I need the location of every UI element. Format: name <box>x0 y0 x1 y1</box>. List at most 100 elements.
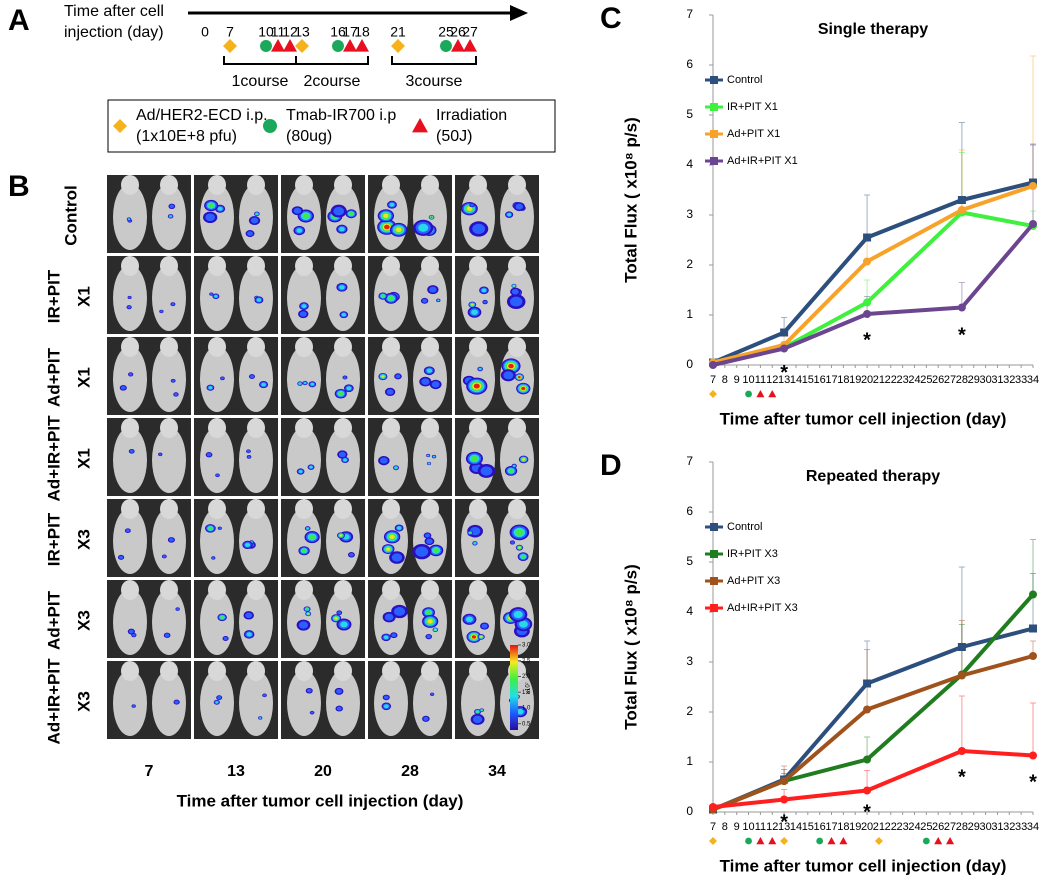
marker-circle <box>745 390 752 398</box>
mouse-head <box>247 256 265 276</box>
signal <box>346 386 352 391</box>
mouse <box>326 670 360 736</box>
legend-text: Ad+PIT X3 <box>727 575 780 587</box>
x-tick-label: 7 <box>710 821 716 833</box>
signal <box>245 612 253 619</box>
point <box>780 344 789 353</box>
signal <box>302 213 310 219</box>
signal <box>381 294 385 298</box>
signal <box>503 371 514 380</box>
signal <box>415 546 429 557</box>
signal <box>427 619 433 624</box>
signal <box>431 381 440 388</box>
mouse <box>113 670 147 736</box>
colorbar-label: 2.0 <box>522 674 531 680</box>
signal <box>519 620 528 628</box>
mouse <box>326 265 360 331</box>
point <box>957 671 966 680</box>
mouse-head <box>469 337 487 357</box>
x-tick-label: 29 <box>968 821 980 833</box>
y-tick-label: 4 <box>686 604 693 618</box>
marker-triangle <box>756 837 765 845</box>
signal <box>513 285 515 287</box>
signal <box>521 386 526 391</box>
x-tick-label: 7 <box>710 374 716 386</box>
x-axis-title: Time after tumor cell injection (day) <box>720 409 1007 428</box>
y-tick-label: 6 <box>686 504 693 518</box>
timeline-title: Time after cell <box>64 3 164 20</box>
signal <box>465 616 473 623</box>
marker-triangle <box>768 837 777 845</box>
day-label: 11 <box>271 24 286 40</box>
point <box>957 643 966 651</box>
colorbar-label: 1.0 <box>522 706 531 712</box>
x-tick-label: 19 <box>849 821 861 833</box>
day-label: 7 <box>226 24 234 40</box>
point <box>780 328 789 337</box>
signal <box>348 211 354 216</box>
mouse-head <box>508 175 526 195</box>
signal <box>158 453 162 456</box>
signal <box>341 312 346 317</box>
marker-circle <box>745 837 752 845</box>
error-bar <box>1030 702 1036 756</box>
mouse-head <box>469 499 487 519</box>
legend-text: Control <box>727 521 762 533</box>
signal <box>520 554 526 559</box>
legend-swatch-marker <box>710 103 718 111</box>
mouse-head <box>247 499 265 519</box>
mouse-head <box>295 175 313 195</box>
signal <box>301 304 307 309</box>
signal <box>339 285 345 290</box>
legend-swatch-marker <box>710 76 718 84</box>
signal <box>386 389 394 395</box>
mouse-head <box>469 175 487 195</box>
mouse-head <box>508 499 526 519</box>
marker-triangle <box>768 390 777 398</box>
day-label: 26 <box>450 24 466 40</box>
mouse-head <box>121 418 139 438</box>
signal <box>298 382 302 385</box>
signal <box>216 474 219 477</box>
mouse-head <box>121 337 139 357</box>
x-tick-label: 26 <box>932 821 944 833</box>
row-label: Ad+PIT <box>44 347 63 407</box>
legend-swatch-marker <box>710 577 718 585</box>
mouse-head <box>382 175 400 195</box>
signal <box>391 633 397 638</box>
panel-label: A <box>8 4 30 37</box>
mouse-head <box>334 175 352 195</box>
legend-swatch-marker <box>710 523 718 531</box>
mouse-head <box>208 256 226 276</box>
y-tick-label: 0 <box>686 357 693 371</box>
x-tick-label: 28 <box>956 374 968 386</box>
mouse <box>152 265 186 331</box>
mouse <box>287 508 321 574</box>
day-label: 13 <box>294 24 310 40</box>
colorbar-label: 2.5 <box>522 658 531 664</box>
signal <box>384 613 394 621</box>
legend-text: (50J) <box>436 128 472 145</box>
signal <box>211 556 215 560</box>
mouse <box>413 670 447 736</box>
signal <box>515 529 524 536</box>
signal <box>383 213 389 218</box>
x-tick-label: 8 <box>722 374 728 386</box>
legend-box <box>107 99 556 153</box>
mouse-head <box>334 661 352 681</box>
mouse-head <box>382 499 400 519</box>
signal <box>299 311 307 317</box>
signal <box>205 213 215 222</box>
signal <box>339 534 343 537</box>
x-tick-label: 27 <box>944 374 956 386</box>
x-tick-label: 19 <box>849 374 861 386</box>
signal <box>208 203 215 208</box>
legend-swatch-marker <box>710 157 718 165</box>
mouse <box>461 508 495 574</box>
x-axis-title: Time after tumor cell injection (day) <box>177 791 464 810</box>
mouse-head <box>334 418 352 438</box>
marker-diamond <box>874 837 883 845</box>
row-label: X3 <box>74 691 93 712</box>
signal <box>337 611 342 615</box>
signal <box>471 635 477 639</box>
